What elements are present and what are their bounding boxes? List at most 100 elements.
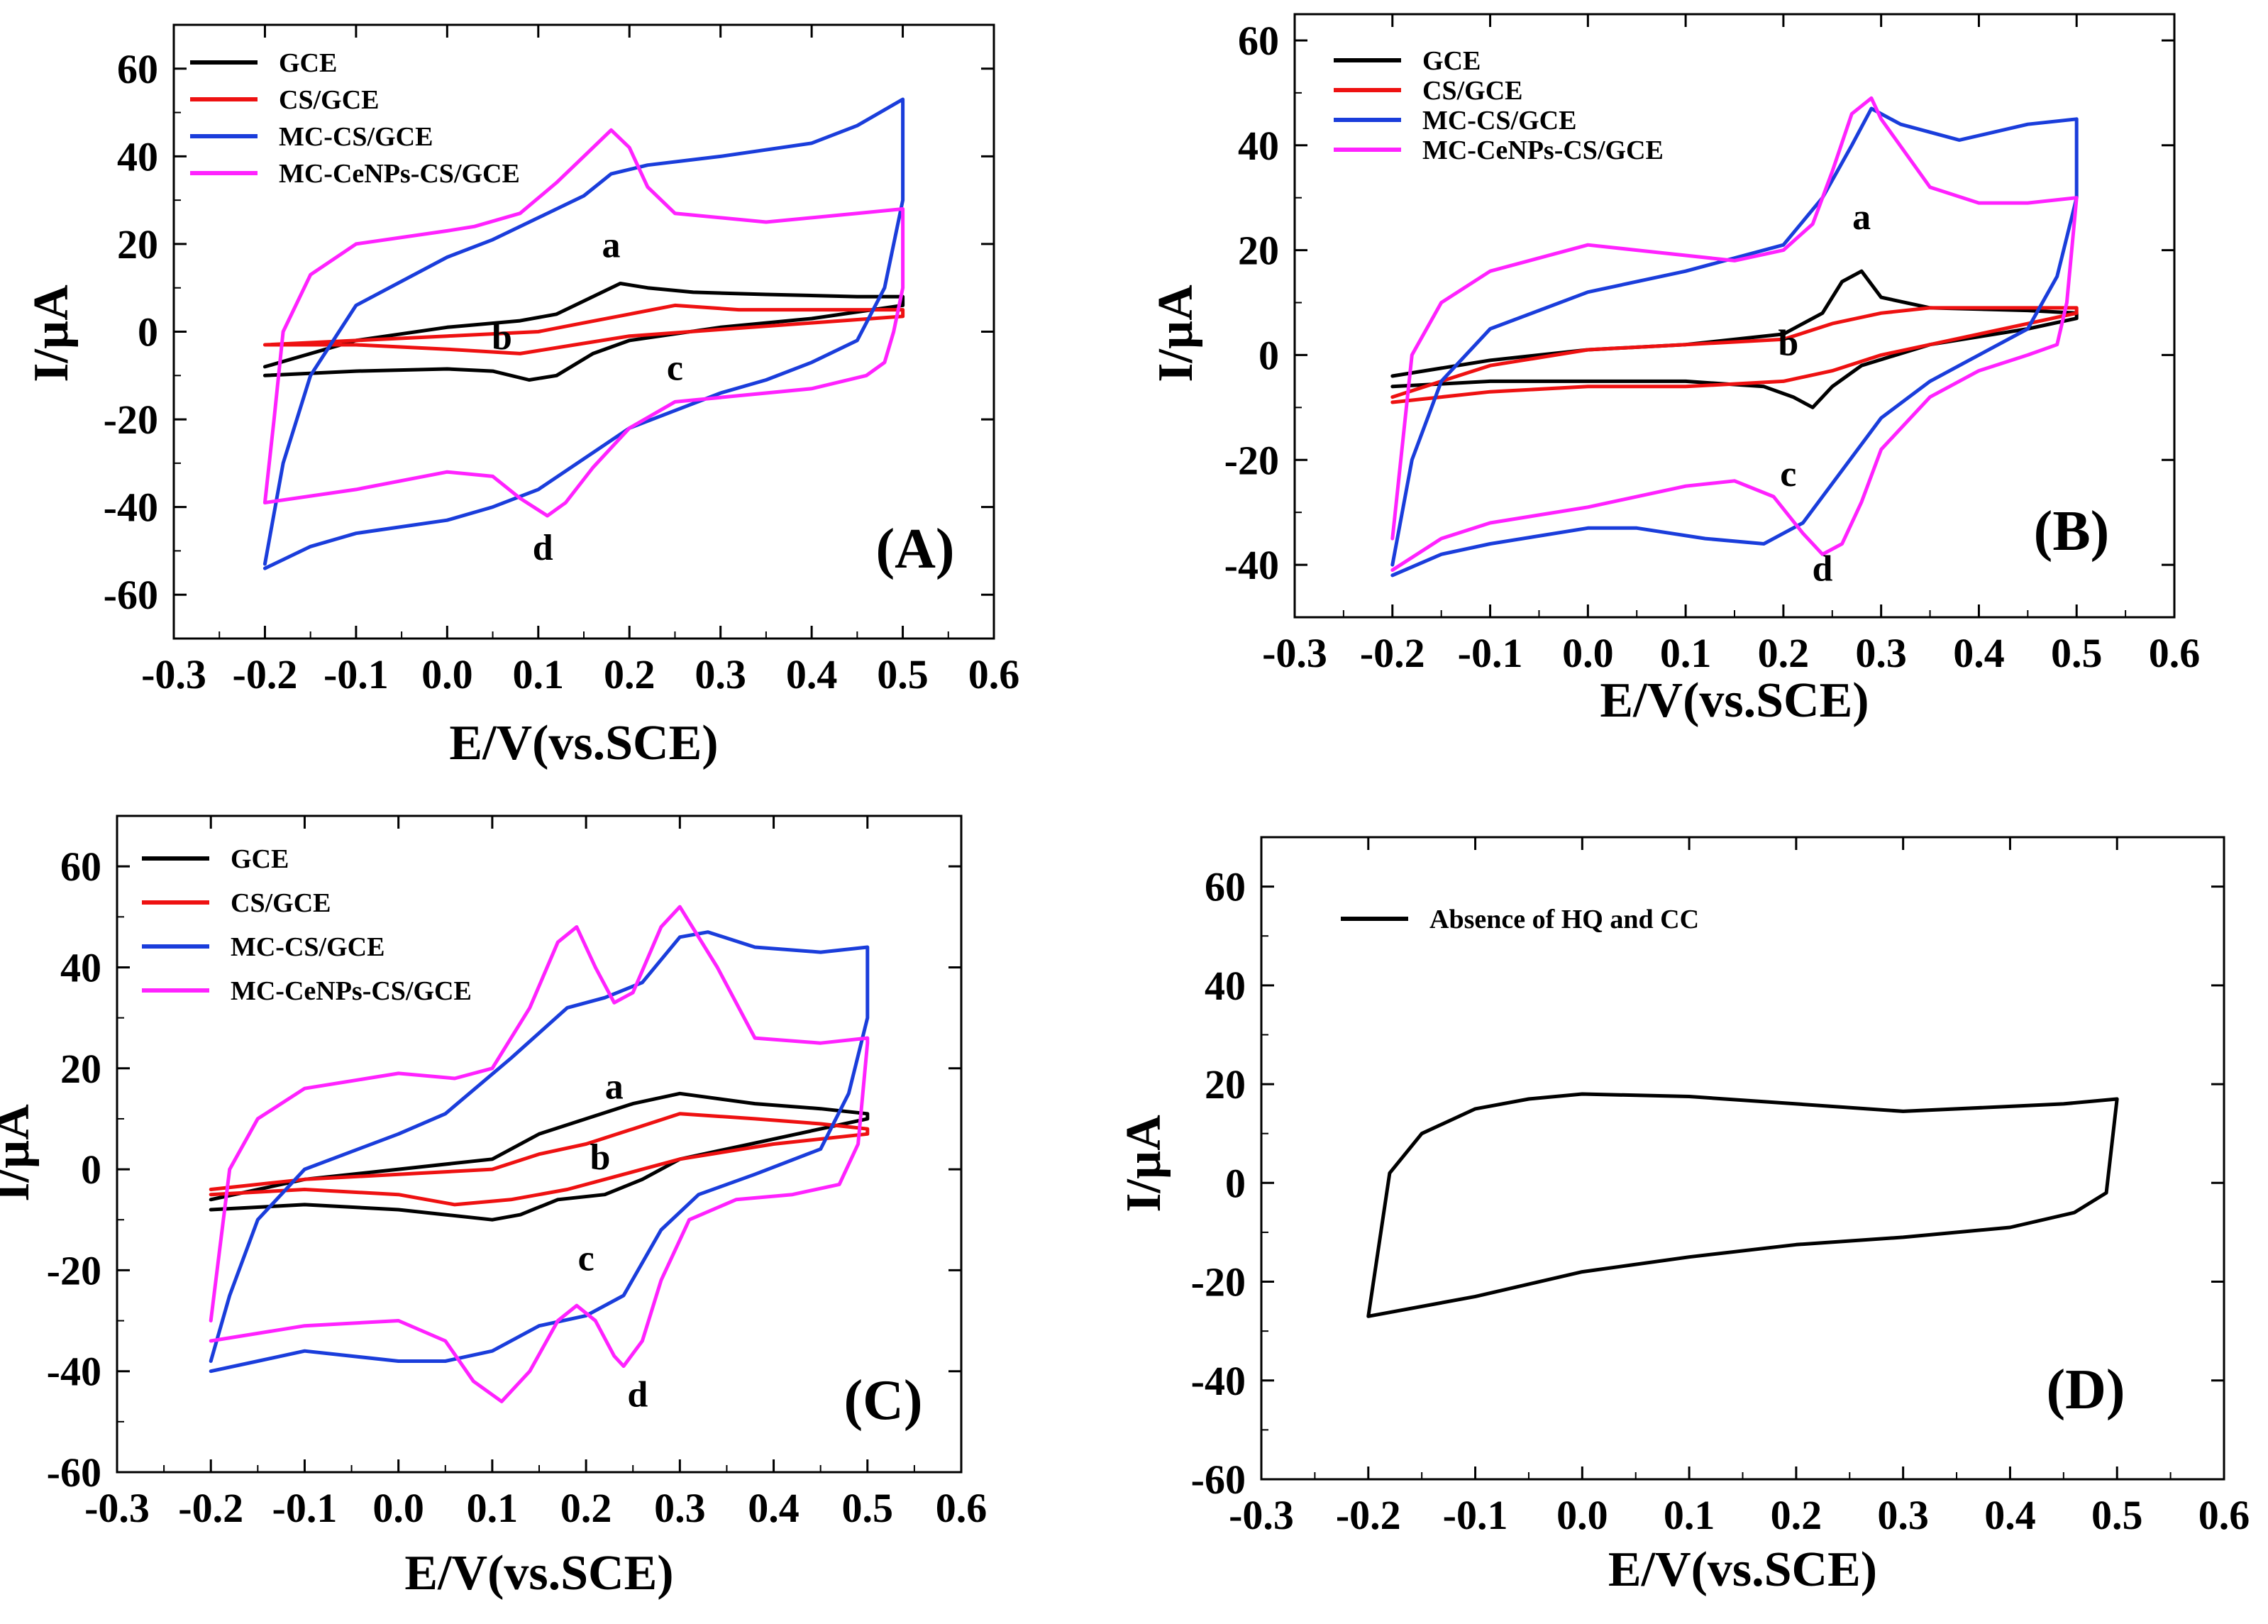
y-tick-label: -20 xyxy=(1224,437,1279,483)
series-line-cs-gce xyxy=(209,1112,870,1207)
y-axis-label: I/µA xyxy=(1117,1115,1171,1213)
x-tick-label: 0.1 xyxy=(1660,630,1712,676)
x-tick-label: -0.2 xyxy=(1336,1492,1401,1538)
y-axis-label: I/µA xyxy=(1149,285,1203,382)
x-tick-label: 0.6 xyxy=(2149,630,2201,676)
y-tick-label: 40 xyxy=(1238,123,1279,169)
legend-entry: MC-CS/GCE xyxy=(1422,106,1576,136)
legend-entry: GCE xyxy=(1422,46,1481,76)
x-tick-label: 0.4 xyxy=(1953,630,2005,676)
x-tick-label: 0.3 xyxy=(654,1485,706,1531)
series-line-absence-of-hq-and-cc xyxy=(1366,1092,2119,1318)
y-tick-label: 20 xyxy=(117,221,158,267)
y-axis-label: I/µA xyxy=(24,285,79,382)
legend-entry: MC-CS/GCE xyxy=(231,932,385,962)
x-tick-label: 0.3 xyxy=(1877,1492,1929,1538)
curve-label: b xyxy=(1778,323,1798,363)
y-tick-label: 0 xyxy=(138,309,158,355)
curve-label: b xyxy=(492,317,512,358)
legend-entry: CS/GCE xyxy=(231,888,331,918)
x-tick-label: -0.3 xyxy=(1262,630,1327,676)
x-tick-label: 0.2 xyxy=(560,1485,612,1531)
y-tick-label: -60 xyxy=(104,572,158,618)
x-tick-label: -0.1 xyxy=(272,1485,338,1531)
legend-entry: Absence of HQ and CC xyxy=(1429,905,1699,934)
y-tick-label: -60 xyxy=(47,1449,101,1496)
x-tick-label: 0.4 xyxy=(786,651,838,697)
x-axis-label: E/V(vs.SCE) xyxy=(1600,673,1869,728)
x-tick-label: 0.0 xyxy=(1556,1492,1608,1538)
y-tick-label: -60 xyxy=(1191,1457,1246,1503)
x-tick-label: -0.3 xyxy=(84,1485,150,1531)
y-tick-label: 60 xyxy=(117,46,158,92)
series-line-mc-cenps-cs-gce xyxy=(1390,96,2079,572)
series-line-mc-cs-gce xyxy=(209,930,870,1374)
curve-label: d xyxy=(533,528,553,568)
x-tick-label: 0.1 xyxy=(1664,1492,1715,1538)
legend-entry: GCE xyxy=(279,48,337,78)
x-axis-label: E/V(vs.SCE) xyxy=(1608,1542,1877,1597)
x-tick-label: 0.2 xyxy=(1771,1492,1822,1538)
series-line-gce xyxy=(262,282,905,382)
x-tick-label: 0.4 xyxy=(1984,1492,2036,1538)
x-tick-label: 0.5 xyxy=(2091,1492,2143,1538)
x-tick-label: 0.5 xyxy=(842,1485,894,1531)
x-tick-label: 0.2 xyxy=(604,651,655,697)
curve-label: a xyxy=(1852,197,1871,238)
series-line-cs-gce xyxy=(1390,306,2079,404)
x-tick-label: 0.0 xyxy=(372,1485,424,1531)
x-tick-label: -0.3 xyxy=(1229,1492,1294,1538)
legend-entry: MC-CS/GCE xyxy=(279,122,433,152)
x-tick-label: 0.6 xyxy=(2198,1492,2250,1538)
legend-entry: CS/GCE xyxy=(279,85,379,115)
x-tick-label: 0.2 xyxy=(1758,630,1810,676)
legend-entry: CS/GCE xyxy=(1422,76,1522,106)
series-line-mc-cenps-cs-gce xyxy=(262,128,905,518)
x-tick-label: 0.5 xyxy=(877,651,929,697)
legend-entry: MC-CeNPs-CS/GCE xyxy=(231,976,472,1006)
x-tick-label: 0.6 xyxy=(968,651,1020,697)
x-tick-label: -0.1 xyxy=(323,651,389,697)
x-tick-label: -0.1 xyxy=(1443,1492,1508,1538)
y-tick-label: -40 xyxy=(47,1349,101,1395)
x-tick-label: -0.2 xyxy=(1360,630,1425,676)
y-tick-label: 40 xyxy=(1205,963,1246,1009)
curve-label: b xyxy=(590,1137,610,1178)
y-tick-label: 0 xyxy=(81,1147,101,1193)
x-tick-label: 0.3 xyxy=(1855,630,1907,676)
curve-label: c xyxy=(667,348,683,388)
curve-label: c xyxy=(1780,454,1796,495)
panel-label: (D) xyxy=(2046,1359,2125,1421)
y-tick-label: 60 xyxy=(1205,864,1246,910)
y-tick-label: 0 xyxy=(1225,1160,1246,1206)
y-tick-label: 40 xyxy=(117,133,158,179)
x-tick-label: 0.0 xyxy=(1562,630,1614,676)
y-tick-label: -40 xyxy=(104,485,158,531)
x-tick-label: 0.1 xyxy=(467,1485,519,1531)
y-tick-label: 0 xyxy=(1259,332,1279,378)
x-tick-label: -0.3 xyxy=(141,651,206,697)
x-tick-label: 0.0 xyxy=(421,651,473,697)
panel-label: (C) xyxy=(843,1369,922,1432)
x-tick-label: 0.4 xyxy=(748,1485,800,1531)
y-axis-label: I/µA xyxy=(0,1104,40,1202)
x-axis-label: E/V(vs.SCE) xyxy=(449,716,718,770)
y-tick-label: -40 xyxy=(1224,542,1279,588)
y-tick-label: -20 xyxy=(104,397,158,443)
y-tick-label: -40 xyxy=(1191,1358,1246,1404)
y-tick-label: 40 xyxy=(60,944,101,990)
x-tick-label: 0.1 xyxy=(513,651,565,697)
series-line-mc-cenps-cs-gce xyxy=(209,905,870,1403)
y-tick-label: -20 xyxy=(47,1247,101,1293)
x-tick-label: -0.2 xyxy=(178,1485,243,1531)
series-line-mc-cs-gce xyxy=(262,97,905,570)
x-tick-label: 0.3 xyxy=(695,651,746,697)
y-tick-label: 20 xyxy=(1205,1061,1246,1107)
curve-label: a xyxy=(605,1066,624,1107)
y-tick-label: 60 xyxy=(1238,18,1279,64)
legend-entry: MC-CeNPs-CS/GCE xyxy=(1422,136,1664,165)
x-tick-label: -0.2 xyxy=(233,651,298,697)
chart-panel-4: -0.3 -0.2 -0.1 0.0 0.1 0.2 0.3 0.4 0.5 0.6 -60 -40 -… xyxy=(1117,836,2250,1597)
series-line-gce xyxy=(1390,269,2079,409)
